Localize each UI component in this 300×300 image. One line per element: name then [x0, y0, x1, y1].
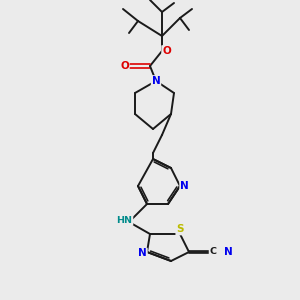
Text: N: N: [138, 248, 147, 259]
Text: N: N: [180, 181, 189, 191]
Text: N: N: [152, 76, 160, 86]
Text: N: N: [224, 247, 232, 257]
Text: O: O: [162, 46, 171, 56]
Text: C: C: [209, 247, 217, 256]
Text: S: S: [176, 224, 184, 235]
Text: HN: HN: [116, 216, 133, 225]
Text: O: O: [120, 61, 129, 71]
